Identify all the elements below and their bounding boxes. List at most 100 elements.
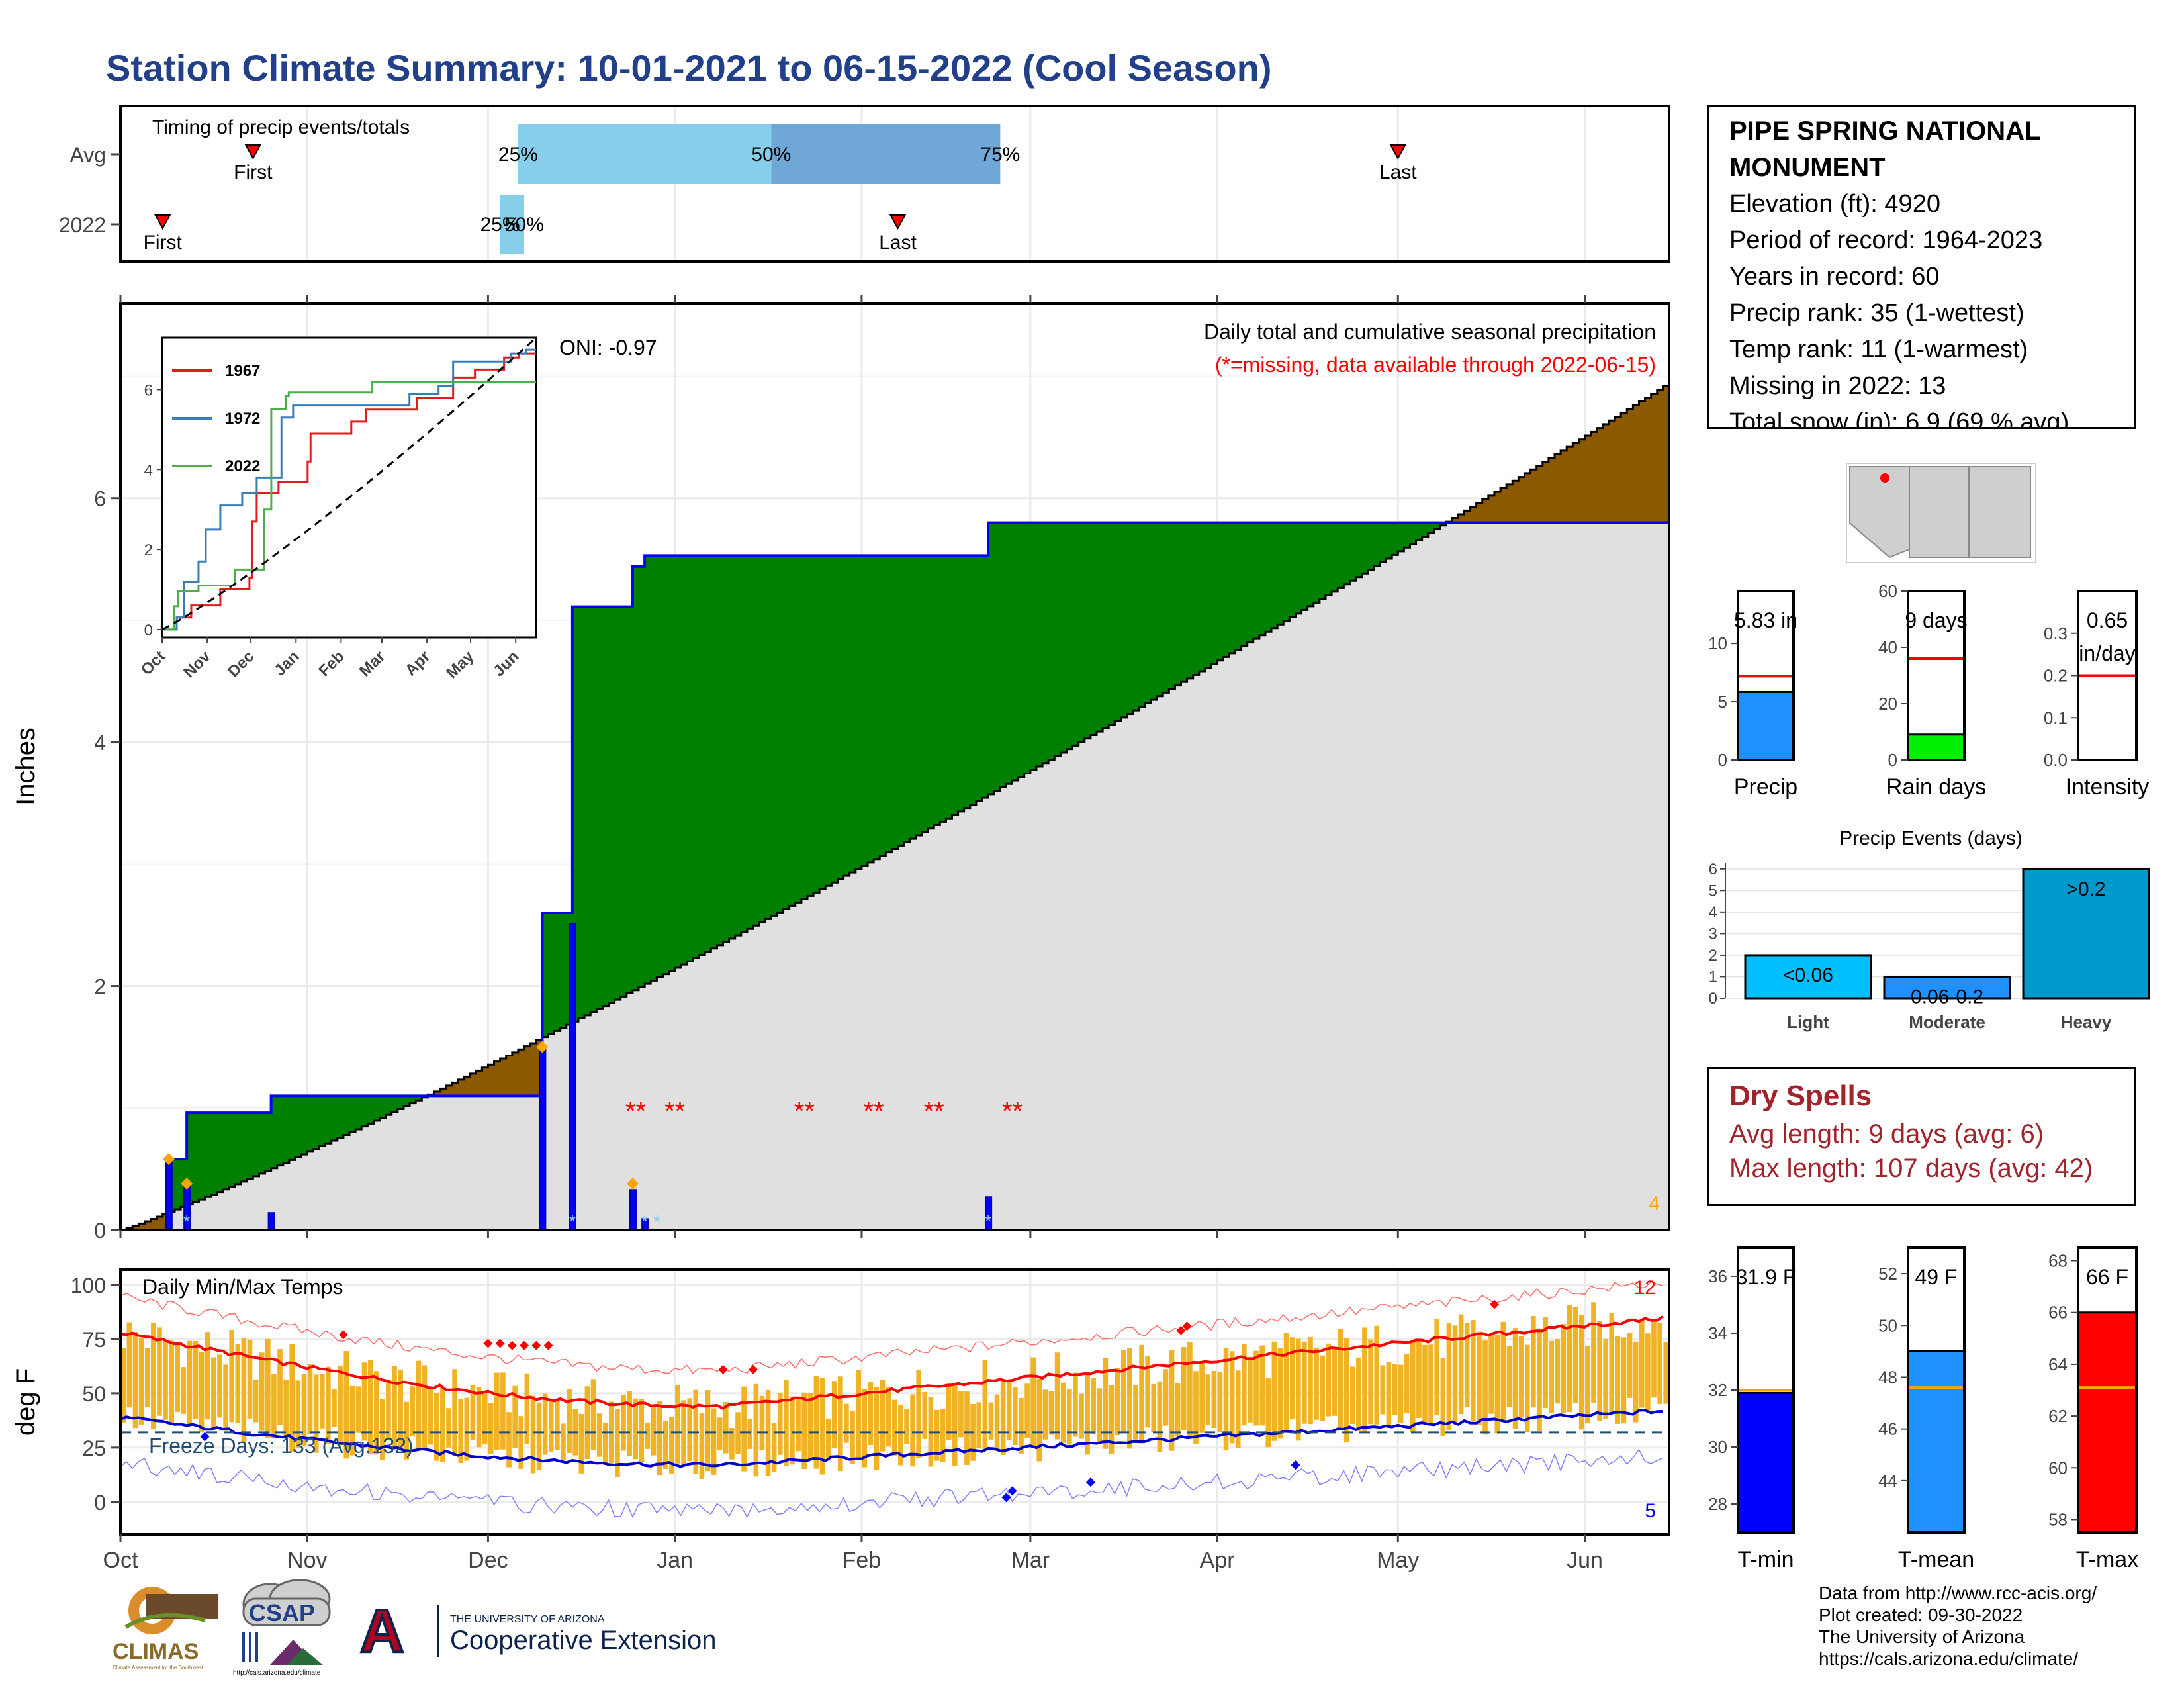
precip-daily-bar	[569, 923, 576, 1231]
precip-base-fill	[1651, 522, 1658, 1231]
precip-base-fill	[548, 1034, 555, 1230]
x-month-label: Oct	[103, 1548, 138, 1573]
precip-wet-fill	[783, 555, 790, 910]
precip-wet-fill	[1283, 522, 1290, 621]
temp-daily-range-bar	[1308, 1336, 1313, 1425]
temp-daily-range-bar	[1410, 1340, 1416, 1432]
precip-wet-fill	[343, 1096, 350, 1135]
mini-chart-category-label: Precip	[1734, 774, 1797, 800]
mini-chart-value-label: 66 F	[2086, 1265, 2128, 1289]
precip-base-fill	[1163, 692, 1169, 1230]
precip-base-fill	[397, 1109, 404, 1230]
temp-daily-range-bar	[1428, 1344, 1433, 1426]
precip-dry-fill	[1662, 386, 1670, 523]
temp-daily-range-bar	[217, 1354, 222, 1418]
precip-wet-fill	[1169, 522, 1175, 689]
precip-base-fill	[1211, 664, 1218, 1230]
precip-dry-fill	[445, 1085, 453, 1096]
temp-daily-range-bar	[241, 1338, 247, 1442]
precip-wet-fill	[1090, 522, 1097, 735]
precip-wet-fill	[1120, 522, 1128, 718]
precip-dry-fill	[1500, 488, 1507, 523]
precip-wet-fill	[891, 555, 899, 849]
precip-wet-fill	[1115, 522, 1122, 722]
csap-logo-text: CSAP	[249, 1599, 315, 1626]
precip-wet-fill	[705, 555, 711, 952]
mini-chart-category-label: T-max	[2076, 1547, 2138, 1572]
precip-wet-fill	[789, 555, 796, 906]
precip-base-fill	[928, 828, 934, 1230]
precip-base-fill	[699, 955, 705, 1230]
precip-base-fill	[909, 839, 917, 1230]
precip-events-tick-label: 5	[1709, 882, 1717, 900]
temp-daily-range-bar	[1097, 1388, 1103, 1444]
precip-base-fill	[228, 1186, 236, 1230]
precip-base-fill	[355, 1129, 362, 1230]
precip-dry-fill	[1651, 394, 1658, 523]
precip-missing-mark: **	[864, 1097, 884, 1126]
precip-dry-fill	[1555, 454, 1561, 523]
precip-wet-fill	[361, 1096, 368, 1127]
precip-base-fill	[1169, 688, 1175, 1230]
temp-record-high-marker	[495, 1338, 505, 1348]
precip-wet-fill	[403, 1096, 410, 1107]
precip-events-tick-label: 0	[1709, 990, 1717, 1008]
precip-dry-fill	[433, 1091, 441, 1096]
precip-base-fill	[1458, 522, 1465, 1231]
precip-wet-fill	[590, 606, 597, 1013]
footer-line-university: The University of Arizona	[1819, 1626, 2025, 1647]
precip-base-fill	[451, 1096, 459, 1230]
precip-base-fill	[1536, 522, 1543, 1231]
precip-base-fill	[874, 859, 880, 1230]
temp-daily-range-bar	[1422, 1344, 1428, 1423]
precip-base-fill	[1506, 522, 1513, 1231]
temp-panel-border	[119, 1268, 1670, 1536]
temp-record-low-marker	[1291, 1460, 1300, 1470]
temp-y-axis-label: deg F	[11, 1368, 40, 1436]
precip-base-fill	[1500, 522, 1507, 1231]
precip-wet-fill	[548, 913, 555, 1035]
temp-daily-range-bar	[898, 1405, 903, 1466]
temp-daily-range-bar	[1193, 1371, 1199, 1444]
precip-wet-fill	[1313, 522, 1320, 603]
precip-base-fill	[1524, 522, 1531, 1231]
mini-chart-tick-label: 60	[2048, 1458, 2068, 1477]
precip-base-fill	[1144, 703, 1152, 1230]
temp-daily-range-bar	[338, 1365, 343, 1446]
temp-daily-range-bar	[590, 1379, 596, 1451]
timing-2022-first-label: First	[144, 232, 183, 254]
precip-base-fill	[1567, 522, 1573, 1231]
precip-wet-fill	[1150, 522, 1158, 700]
temp-daily-range-bar	[235, 1344, 241, 1424]
temp-daily-range-bar	[464, 1397, 470, 1461]
temp-record-low-marker	[1085, 1477, 1095, 1487]
temp-daily-range-bar	[1615, 1336, 1621, 1425]
temp-daily-range-bar	[777, 1393, 783, 1455]
mini-chart-value-label: 31.9 F	[1736, 1265, 1796, 1289]
inset-y-tick-label: 6	[144, 382, 153, 400]
precip-base-fill	[367, 1123, 375, 1230]
temp-daily-range-bar	[1145, 1355, 1150, 1428]
precip-wet-fill	[723, 555, 730, 942]
temp-daily-range-bar	[1073, 1372, 1078, 1437]
summary-bar-chart-temp-2: 58 60 62 64 66 68 66 F T-max	[2048, 1246, 2138, 1572]
precip-base-fill	[403, 1106, 410, 1230]
precip-wet-fill	[331, 1096, 338, 1141]
temp-daily-range-bar	[253, 1379, 259, 1423]
precip-wet-fill	[801, 555, 808, 900]
temp-daily-range-bar	[367, 1360, 373, 1454]
temp-daily-range-bar	[277, 1349, 283, 1425]
temp-daily-range-bar	[1524, 1344, 1530, 1432]
temp-daily-range-bar	[946, 1383, 952, 1440]
precip-wet-fill	[1398, 522, 1404, 551]
precip-base-fill	[1235, 649, 1242, 1230]
precip-missing-mark: **	[924, 1097, 944, 1126]
precip-wet-fill	[639, 566, 645, 987]
temp-daily-range-bar	[307, 1364, 313, 1434]
timing-avg-q75-label: 75%	[980, 144, 1020, 165]
precip-panel-subtitle: (*=missing, data available through 2022-…	[1215, 353, 1656, 377]
precip-wet-fill	[1247, 522, 1254, 643]
temp-daily-range-bar	[1326, 1343, 1332, 1417]
precip-base-fill	[1301, 610, 1308, 1230]
temp-daily-range-bar	[428, 1386, 433, 1445]
